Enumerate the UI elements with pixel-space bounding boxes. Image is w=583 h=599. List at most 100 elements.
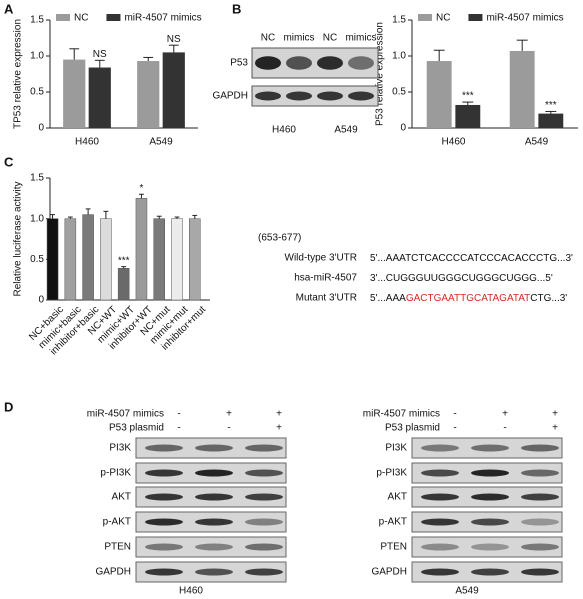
- band: [317, 91, 343, 101]
- band: [421, 493, 459, 501]
- bar: [82, 214, 94, 301]
- error-bar: [50, 214, 55, 219]
- condition-label: miR-4507 mimics: [363, 409, 440, 420]
- bar: [135, 198, 148, 301]
- band: [471, 543, 509, 551]
- x-tick-label: H460: [442, 137, 466, 148]
- band: [245, 469, 283, 477]
- band: [421, 518, 459, 526]
- bar: [538, 113, 564, 128]
- y-tick-label: 1.5: [30, 173, 44, 184]
- bar: [162, 52, 185, 128]
- protein-label: p-AKT: [379, 517, 407, 528]
- band: [471, 518, 509, 526]
- error-bar: [69, 48, 80, 60]
- band: [286, 91, 312, 101]
- condition-mark: -: [177, 409, 180, 420]
- band: [145, 568, 183, 576]
- protein-label: AKT: [112, 492, 131, 503]
- sequence-part: CTG...3': [530, 293, 567, 304]
- bar: [64, 218, 77, 301]
- band: [521, 444, 559, 452]
- band: [471, 444, 509, 452]
- sequence-part: 3'...CUGGGUUGGGCUGGGCUGGG...5': [370, 273, 553, 284]
- error-bar: [156, 215, 162, 219]
- sequence-label: Mutant 3'UTR: [296, 293, 357, 304]
- band: [245, 493, 283, 501]
- protein-label: PI3K: [109, 443, 131, 454]
- condition-mark: -: [453, 423, 456, 434]
- protein-label: p-PI3K: [376, 468, 407, 479]
- y-axis-label: Relative luciferase activity: [13, 181, 24, 296]
- sequence-part: GACTGAATTGCATAGATAT: [406, 293, 530, 304]
- sequence-part: 5'...AAA: [370, 293, 406, 304]
- condition-mark: +: [502, 409, 508, 420]
- legend-label: NC: [74, 13, 88, 24]
- condition-label: P53 plasmid: [385, 423, 440, 434]
- band: [286, 56, 312, 70]
- condition-mark: -: [453, 409, 456, 420]
- protein-label: p-PI3K: [100, 468, 131, 479]
- band: [245, 518, 283, 526]
- condition-label: miR-4507 mimics: [87, 409, 164, 420]
- y-tick-label: 0.5: [30, 87, 44, 98]
- cell-label: A549: [455, 586, 479, 597]
- legend-swatch: [106, 14, 121, 21]
- error-bar: [103, 210, 109, 219]
- cell-label: H460: [272, 125, 296, 136]
- error-bar: [192, 214, 198, 219]
- bar: [137, 61, 160, 128]
- condition-mark: +: [276, 409, 282, 420]
- y-tick-label: 1.0: [30, 213, 44, 224]
- protein-label: PTEN: [104, 542, 131, 553]
- protein-label: P53: [230, 58, 248, 69]
- band: [145, 518, 183, 526]
- y-tick-label: 0: [38, 295, 44, 306]
- y-tick-label: 0.5: [392, 87, 406, 98]
- protein-label: p-AKT: [103, 517, 131, 528]
- bar: [189, 218, 201, 301]
- bar: [426, 61, 452, 128]
- x-tick-label: A549: [525, 137, 549, 148]
- error-bar: [168, 44, 179, 53]
- bar: [171, 218, 183, 301]
- band: [255, 56, 281, 70]
- bar: [63, 59, 86, 128]
- band: [421, 568, 459, 576]
- band: [521, 543, 559, 551]
- y-tick-label: 0.5: [30, 254, 44, 265]
- sequence-label: hsa-miR-4507: [294, 273, 357, 284]
- band: [421, 444, 459, 452]
- band: [195, 543, 233, 551]
- legend-label: NC: [436, 13, 450, 24]
- lane-label: mimics: [345, 33, 376, 44]
- bar: [117, 268, 130, 301]
- band: [195, 493, 233, 501]
- band: [255, 91, 281, 101]
- band: [245, 568, 283, 576]
- significance-label: ***: [545, 100, 557, 111]
- band: [195, 518, 233, 526]
- legend-label: miR-4507 mimics: [124, 13, 201, 24]
- condition-label: P53 plasmid: [109, 423, 164, 434]
- bar: [46, 218, 59, 301]
- significance-label: NS: [167, 34, 181, 45]
- bar: [455, 104, 481, 128]
- error-bar: [121, 266, 127, 269]
- range-label: (653-677): [258, 233, 301, 244]
- y-tick-label: 1.0: [392, 51, 406, 62]
- error-bar: [85, 208, 91, 215]
- band: [195, 444, 233, 452]
- significance-label: ***: [462, 91, 474, 102]
- blot-box: [251, 85, 379, 107]
- sequence: 3'...CUGGGUUGGGCUGGGCUGGG...5': [370, 273, 553, 284]
- y-axis-label: P53 relative expression: [375, 22, 386, 126]
- significance-label: ***: [118, 255, 130, 266]
- band: [421, 469, 459, 477]
- y-tick-label: 0: [38, 123, 44, 134]
- y-axis-label: TP53 relative expression: [13, 19, 24, 129]
- y-tick-label: 0: [400, 123, 406, 134]
- band: [471, 568, 509, 576]
- panel-label: B: [232, 1, 241, 16]
- condition-mark: -: [177, 423, 180, 434]
